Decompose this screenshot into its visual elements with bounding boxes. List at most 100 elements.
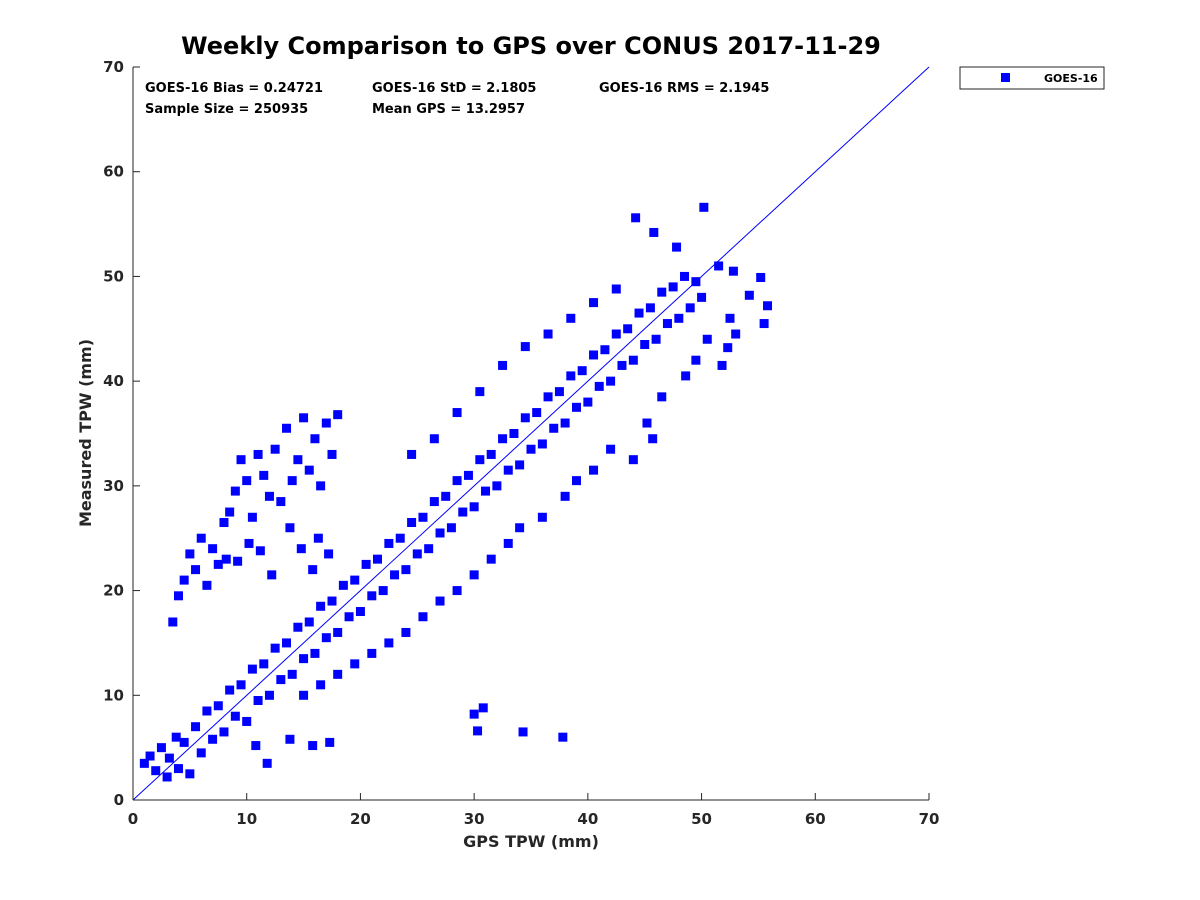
x-axis-label: GPS TPW (mm) [463, 832, 599, 851]
data-point [589, 465, 599, 475]
data-point [367, 648, 377, 658]
data-point [185, 549, 195, 559]
data-point [452, 586, 462, 596]
data-point [537, 439, 547, 449]
data-point [304, 465, 314, 475]
data-point [481, 486, 491, 496]
data-point [244, 538, 254, 548]
data-point [560, 418, 570, 428]
data-point [566, 313, 576, 323]
series-goes-16 [139, 202, 773, 782]
data-point [325, 737, 335, 747]
data-point [657, 392, 667, 402]
data-point [168, 617, 178, 627]
data-point [262, 758, 272, 768]
data-point [657, 287, 667, 297]
data-point [310, 434, 320, 444]
data-point [498, 360, 508, 370]
data-point [691, 355, 701, 365]
data-point [589, 298, 599, 308]
data-point [179, 575, 189, 585]
data-point [606, 444, 616, 454]
data-point [435, 596, 445, 606]
data-point [520, 342, 530, 352]
x-tick-label: 50 [691, 810, 712, 828]
y-axis-label: Measured TPW (mm) [76, 339, 95, 527]
data-point [327, 449, 337, 459]
data-point [452, 408, 462, 418]
data-point [208, 544, 218, 554]
data-point [276, 675, 286, 685]
data-point [247, 512, 257, 522]
legend-label: GOES-16 [1044, 72, 1098, 85]
legend-marker [1001, 73, 1010, 82]
data-point [267, 570, 277, 580]
data-point [355, 607, 365, 617]
data-point [247, 664, 257, 674]
data-point [543, 392, 553, 402]
y-tick-label: 10 [103, 686, 124, 704]
data-point [628, 455, 638, 465]
data-point [219, 727, 229, 737]
data-point [554, 387, 564, 397]
data-point [685, 303, 695, 313]
data-point [313, 533, 323, 543]
data-point [672, 242, 682, 252]
data-point [594, 381, 604, 391]
data-point [634, 308, 644, 318]
data-point [680, 271, 690, 281]
y-tick-label: 70 [103, 58, 124, 76]
one-to-one-line [132, 66, 930, 801]
data-point [498, 434, 508, 444]
data-point [196, 533, 206, 543]
data-point [543, 329, 553, 339]
x-tick-label: 30 [464, 810, 485, 828]
data-point [429, 434, 439, 444]
data-point [503, 538, 513, 548]
data-point [469, 709, 479, 719]
data-point [702, 334, 712, 344]
data-point [577, 366, 587, 376]
data-point [407, 449, 417, 459]
data-point [208, 734, 218, 744]
data-point [662, 319, 672, 329]
data-point [509, 429, 519, 438]
data-point [503, 465, 513, 475]
x-tick-label: 0 [128, 810, 138, 828]
data-point [372, 554, 382, 564]
data-point [321, 418, 331, 428]
x-tick-label: 70 [919, 810, 940, 828]
data-point [452, 476, 462, 486]
data-point [293, 455, 303, 465]
stat-mean-gps: Mean GPS = 13.2957 [372, 102, 525, 117]
data-point [469, 502, 479, 512]
data-point [316, 680, 326, 690]
data-point [515, 523, 525, 533]
data-point [225, 685, 235, 695]
data-point [282, 423, 292, 433]
data-point [196, 748, 206, 758]
data-point [219, 518, 229, 528]
data-point [259, 659, 269, 669]
data-point [185, 769, 195, 779]
data-point [589, 350, 599, 360]
data-point [270, 643, 280, 653]
data-point [723, 343, 733, 353]
data-point [731, 329, 741, 339]
data-point [202, 706, 212, 716]
data-point [520, 413, 530, 423]
data-point [537, 512, 547, 522]
data-point [230, 486, 240, 496]
data-point [242, 716, 252, 726]
data-point [285, 734, 295, 744]
data-point [327, 596, 337, 606]
data-point [668, 282, 678, 292]
data-point [756, 272, 766, 282]
data-point [350, 659, 360, 669]
data-point [308, 741, 318, 751]
data-point [264, 491, 274, 501]
data-point [492, 481, 502, 491]
data-point [171, 732, 181, 742]
data-point [344, 612, 354, 622]
